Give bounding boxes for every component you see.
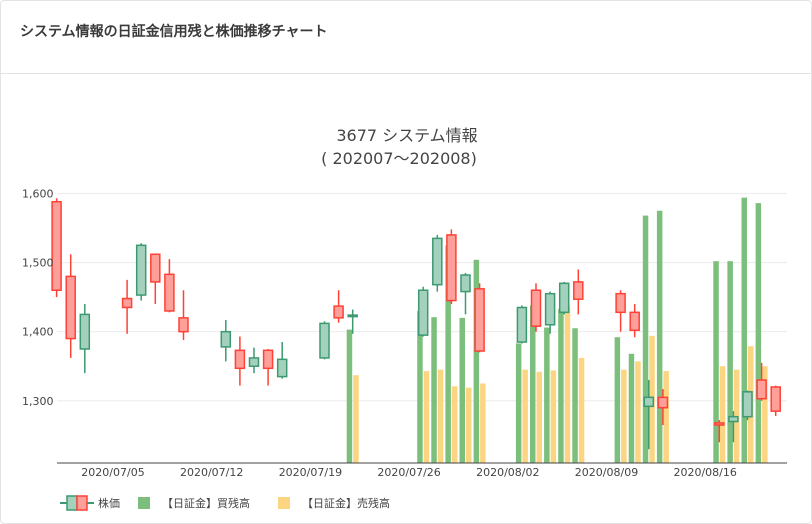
candle-body bbox=[417, 289, 429, 336]
buy-balance-bar bbox=[530, 305, 536, 463]
candle-body bbox=[615, 292, 626, 314]
buy-balance-bar bbox=[755, 203, 762, 463]
buy-balance-bar bbox=[346, 329, 353, 463]
chart-title: 3677 システム情報 bbox=[336, 126, 477, 145]
candle-body bbox=[248, 357, 260, 367]
buy-balance-bar bbox=[614, 337, 621, 463]
sell-balance-bar bbox=[536, 371, 542, 463]
x-tick-label: 2020/07/19 bbox=[279, 466, 342, 479]
candle-body bbox=[135, 244, 147, 296]
sell-balance-bar bbox=[423, 371, 430, 463]
buy-balance-bar bbox=[572, 328, 578, 463]
sell-balance-bar bbox=[466, 387, 472, 463]
sell-balance-bar bbox=[480, 383, 486, 463]
candle-body bbox=[474, 288, 485, 352]
legend-label: 【日証金】買残高 bbox=[162, 496, 250, 510]
candle-body bbox=[432, 237, 443, 286]
candle-body bbox=[262, 349, 274, 370]
x-tick-label: 2020/07/12 bbox=[180, 466, 243, 479]
sell-balance-bar bbox=[451, 386, 458, 463]
candle-body bbox=[756, 379, 767, 400]
legend-label-price: 株価 bbox=[98, 496, 120, 510]
sell-balance-bar bbox=[635, 361, 641, 463]
y-tick-label: 1,500 bbox=[22, 257, 54, 270]
buy-balance-bar bbox=[473, 259, 480, 463]
candle-body bbox=[79, 313, 91, 350]
margin-bars bbox=[346, 197, 768, 463]
buy-balance-bar bbox=[642, 215, 649, 463]
x-tick-label: 2020/07/26 bbox=[377, 466, 440, 479]
candle-body bbox=[714, 422, 725, 426]
candle-body bbox=[347, 314, 358, 318]
candle-body bbox=[178, 317, 189, 333]
candle-body bbox=[446, 234, 457, 302]
candle-body bbox=[544, 292, 556, 326]
candle-body bbox=[516, 306, 528, 343]
chart-subtitle: ( 202007〜202008) bbox=[321, 149, 477, 168]
buy-balance-bar bbox=[431, 317, 437, 463]
candle-body bbox=[65, 275, 76, 340]
x-tick-label: 2020/08/09 bbox=[575, 466, 638, 479]
buy-balance-bar bbox=[628, 353, 635, 463]
candle-body bbox=[333, 305, 344, 319]
candles bbox=[51, 198, 781, 450]
candle-body bbox=[460, 274, 471, 293]
legend-price-down-swatch bbox=[76, 495, 88, 511]
buy-balance-bar bbox=[727, 261, 733, 463]
candle-body bbox=[657, 396, 669, 409]
buy-balance-bar bbox=[417, 310, 423, 463]
candle-body bbox=[121, 297, 133, 309]
buy-balance-bar bbox=[515, 343, 522, 463]
candle-body bbox=[629, 311, 640, 332]
buy-balance-bar bbox=[459, 317, 465, 463]
candle-body bbox=[150, 253, 161, 283]
candle-body bbox=[51, 200, 62, 291]
legend: 株価 【日証金】買残高 【日証金】売残高 bbox=[60, 495, 390, 511]
x-tick-label: 2020/08/16 bbox=[673, 466, 736, 479]
candle-body bbox=[558, 282, 570, 314]
candle-body bbox=[276, 358, 288, 378]
legend-swatch bbox=[278, 497, 290, 509]
buy-balance-bar bbox=[544, 327, 550, 463]
candle-body bbox=[643, 396, 655, 408]
candle-body bbox=[770, 386, 781, 412]
legend-label: 【日証金】売残高 bbox=[302, 496, 390, 510]
x-tick-label: 2020/08/02 bbox=[476, 466, 539, 479]
sell-balance-bar bbox=[564, 306, 571, 463]
sell-balance-bar bbox=[762, 366, 768, 463]
legend-price-up-swatch bbox=[66, 495, 78, 511]
sell-balance-bar bbox=[353, 375, 359, 463]
axes: 1,300 1,400 1,500 1,600 2020/07/05 2020/07/12… bbox=[22, 187, 787, 479]
legend-swatch bbox=[138, 497, 150, 509]
buy-balance-bar bbox=[656, 210, 663, 463]
y-tick-label: 1,400 bbox=[22, 326, 54, 339]
buy-balance-bar bbox=[445, 245, 451, 463]
buy-balance-bar bbox=[741, 197, 747, 463]
candle-body bbox=[728, 415, 739, 423]
panel-title: システム情報の日証金信用残と株価推移チャート bbox=[20, 24, 328, 40]
candle-body bbox=[573, 281, 584, 300]
candle-body bbox=[530, 289, 542, 327]
buy-balance-bar bbox=[558, 308, 564, 463]
sell-balance-bar bbox=[550, 370, 557, 463]
candle-body bbox=[220, 330, 232, 348]
candle-body bbox=[164, 273, 175, 312]
sell-balance-bar bbox=[522, 369, 528, 463]
sell-balance-bar bbox=[437, 369, 444, 463]
buy-balance-bar bbox=[713, 261, 719, 463]
y-tick-label: 1,300 bbox=[22, 395, 54, 408]
sell-balance-bar bbox=[578, 357, 585, 463]
candle-body bbox=[234, 349, 246, 370]
sell-balance-bar bbox=[719, 366, 726, 463]
sell-balance-bar bbox=[621, 369, 627, 463]
candle-body bbox=[319, 322, 330, 359]
panel-header: システム情報の日証金信用残と株価推移チャート bbox=[1, 1, 811, 74]
sell-balance-bar bbox=[663, 371, 669, 463]
candle-body bbox=[742, 391, 753, 418]
x-tick-label: 2020/07/05 bbox=[81, 466, 144, 479]
y-tick-label: 1,600 bbox=[22, 187, 54, 200]
